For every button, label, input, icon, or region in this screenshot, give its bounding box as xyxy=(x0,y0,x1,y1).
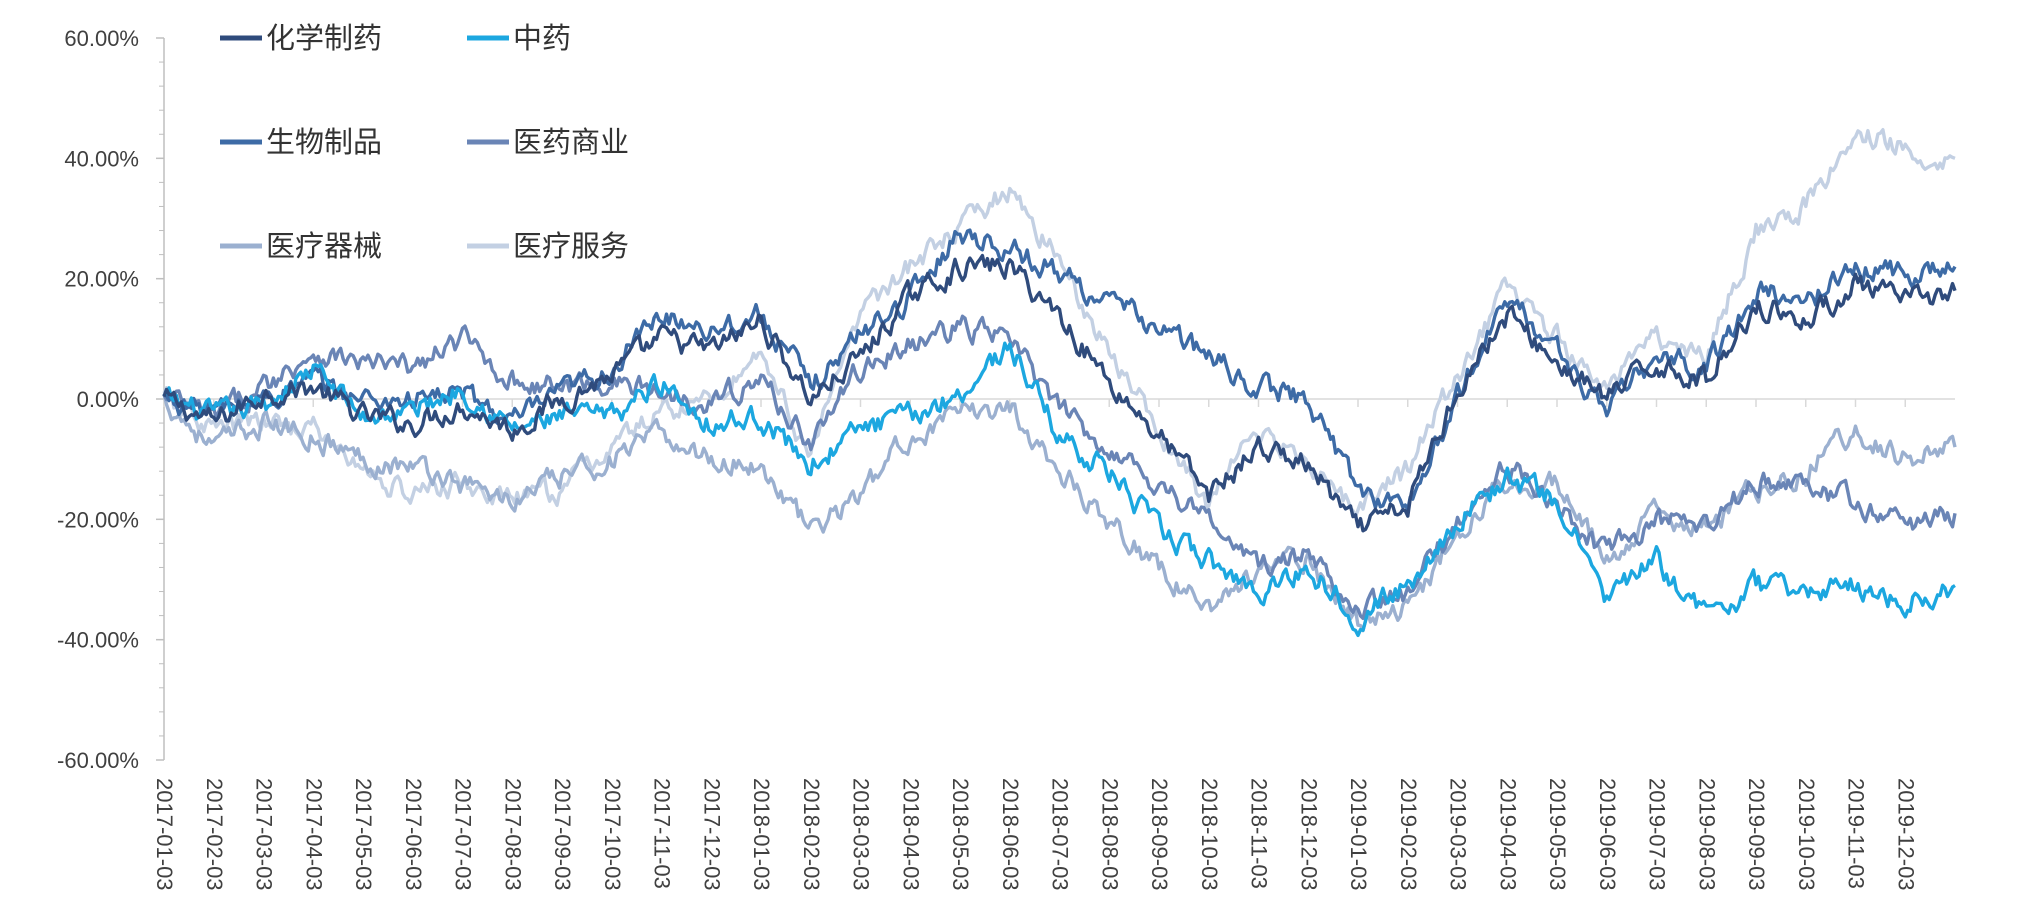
x-tick-label: 2019-02-03 xyxy=(1396,778,1421,891)
x-tick-label: 2017-01-03 xyxy=(152,778,177,891)
series-line xyxy=(162,253,1957,533)
x-tick-label: 2017-11-03 xyxy=(650,778,675,889)
x-tick-label: 2019-09-03 xyxy=(1744,778,1769,891)
x-tick-label: 2018-08-03 xyxy=(1097,778,1122,891)
series-line xyxy=(162,314,1957,620)
series-line xyxy=(162,341,1956,638)
x-tick-label: 2019-12-03 xyxy=(1893,778,1918,891)
legend-label: 医疗器械 xyxy=(266,229,382,263)
legend-label: 生物制品 xyxy=(266,125,382,159)
y-tick-label: -20.00% xyxy=(57,507,139,532)
x-tick-label: 2019-01-03 xyxy=(1346,778,1371,891)
legend-label: 医疗服务 xyxy=(513,229,629,263)
legend-label: 医药商业 xyxy=(513,125,629,159)
x-tick-label: 2018-10-03 xyxy=(1197,778,1222,891)
x-tick-label: 2018-09-03 xyxy=(1147,778,1172,891)
x-tick-label: 2019-07-03 xyxy=(1645,778,1670,891)
x-tick-label: 2019-05-03 xyxy=(1545,778,1570,891)
x-tick-label: 2018-05-03 xyxy=(948,778,973,891)
x-tick-label: 2017-06-03 xyxy=(401,778,426,891)
x-tick-label: 2019-03-03 xyxy=(1446,778,1471,891)
series-line xyxy=(163,228,1957,512)
x-tick-label: 2017-12-03 xyxy=(699,778,724,891)
legend-label: 化学制药 xyxy=(266,21,382,55)
series-line xyxy=(162,127,1956,519)
x-tick-label: 2018-04-03 xyxy=(898,778,923,891)
y-tick-label: 20.00% xyxy=(64,267,139,292)
x-tick-label: 2018-07-03 xyxy=(1048,778,1073,891)
series-lines xyxy=(162,127,1957,638)
x-tick-label: 2018-01-03 xyxy=(749,778,774,891)
x-tick-label: 2018-06-03 xyxy=(998,778,1023,891)
x-tick-label: 2017-04-03 xyxy=(301,778,326,891)
x-tick-label: 2017-03-03 xyxy=(252,778,277,891)
x-tick-label: 2017-10-03 xyxy=(600,778,625,891)
x-tick-label: 2019-10-03 xyxy=(1794,778,1819,891)
x-tick-label: 2017-08-03 xyxy=(500,778,525,891)
x-tick-label: 2017-07-03 xyxy=(451,778,476,891)
x-tick-label: 2019-11-03 xyxy=(1844,778,1869,889)
x-tick-label: 2018-12-03 xyxy=(1296,778,1321,891)
y-tick-label: 40.00% xyxy=(64,146,139,171)
y-tick-label: -60.00% xyxy=(57,748,139,773)
x-tick-label: 2018-02-03 xyxy=(799,778,824,891)
y-tick-label: 60.00% xyxy=(64,26,139,51)
legend-label: 中药 xyxy=(513,21,571,55)
x-tick-label: 2019-04-03 xyxy=(1495,778,1520,891)
series-line xyxy=(162,393,1957,633)
y-tick-label: -40.00% xyxy=(57,628,139,653)
x-tick-label: 2019-08-03 xyxy=(1694,778,1719,891)
x-tick-label: 2017-02-03 xyxy=(202,778,227,891)
x-tick-label: 2018-11-03 xyxy=(1247,778,1272,889)
x-tick-label: 2017-05-03 xyxy=(351,778,376,891)
x-tick-label: 2018-03-03 xyxy=(849,778,874,891)
x-tick-label: 2017-09-03 xyxy=(550,778,575,891)
y-tick-label: 0.00% xyxy=(77,387,139,412)
x-tick-label: 2019-06-03 xyxy=(1595,778,1620,891)
